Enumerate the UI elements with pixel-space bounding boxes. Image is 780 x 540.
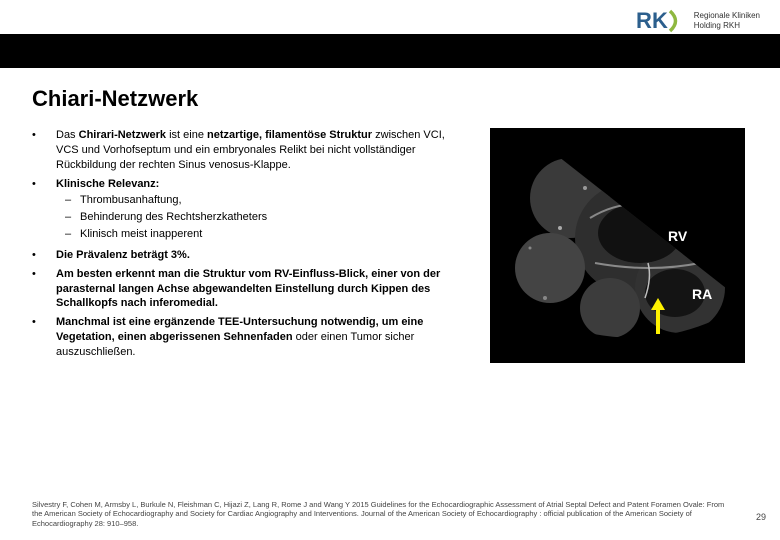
bullet-item: •Am besten erkennt man die Struktur vom … xyxy=(32,267,452,312)
citation-text: Silvestry F, Cohen M, Armsby L, Burkule … xyxy=(32,500,732,528)
sub-item: –Behinderung des Rechtsherzkatheters xyxy=(56,210,452,225)
bullet-text: Die Prävalenz beträgt 3%. xyxy=(56,248,452,263)
rkh-logo-icon: R K xyxy=(636,8,686,34)
bullet-text: Manchmal ist eine ergänzende TEE-Untersu… xyxy=(56,315,452,360)
ultrasound-fan-icon xyxy=(490,128,745,363)
arrow-up-icon xyxy=(648,296,668,336)
bullet-list: •Das Chirari-Netzwerk ist eine netzartig… xyxy=(32,128,452,360)
page-number: 29 xyxy=(756,512,766,522)
bullet-marker: • xyxy=(32,128,56,173)
bullet-text: Am besten erkennt man die Struktur vom R… xyxy=(56,267,452,312)
svg-text:K: K xyxy=(652,8,668,33)
bullet-item: •Manchmal ist eine ergänzende TEE-Unters… xyxy=(32,315,452,360)
org-line2: Holding RKH xyxy=(694,21,760,31)
bullet-marker: • xyxy=(32,315,56,360)
bullet-text: Das Chirari-Netzwerk ist eine netzartige… xyxy=(56,128,452,173)
page-title: Chiari-Netzwerk xyxy=(32,86,198,112)
bullet-content: •Das Chirari-Netzwerk ist eine netzartig… xyxy=(32,128,452,364)
sub-text: Thrombusanhaftung, xyxy=(80,193,182,208)
sub-text: Klinisch meist inapperent xyxy=(80,227,202,242)
header-black-bar xyxy=(0,34,780,68)
sub-text: Behinderung des Rechtsherzkatheters xyxy=(80,210,267,225)
bullet-text: Klinische Relevanz:–Thrombusanhaftung,–B… xyxy=(56,177,452,244)
bullet-item: •Die Prävalenz beträgt 3%. xyxy=(32,248,452,263)
bullet-marker: • xyxy=(32,267,56,312)
dash-marker: – xyxy=(56,193,80,208)
dash-marker: – xyxy=(56,210,80,225)
dash-marker: – xyxy=(56,227,80,242)
sub-list: –Thrombusanhaftung,–Behinderung des Rech… xyxy=(56,193,452,242)
bullet-marker: • xyxy=(32,177,56,244)
svg-text:R: R xyxy=(636,8,652,33)
sub-item: –Klinisch meist inapperent xyxy=(56,227,452,242)
header-logo-block: R K Regionale Kliniken Holding RKH xyxy=(636,8,760,34)
ra-label: RA xyxy=(692,286,712,302)
rv-label: RV xyxy=(668,228,687,244)
bullet-item: •Das Chirari-Netzwerk ist eine netzartig… xyxy=(32,128,452,173)
bullet-marker: • xyxy=(32,248,56,263)
ultrasound-image: RV RA xyxy=(490,128,745,363)
header-org-name: Regionale Kliniken Holding RKH xyxy=(694,11,760,30)
sub-item: –Thrombusanhaftung, xyxy=(56,193,452,208)
org-line1: Regionale Kliniken xyxy=(694,11,760,21)
bullet-item: •Klinische Relevanz:–Thrombusanhaftung,–… xyxy=(32,177,452,244)
